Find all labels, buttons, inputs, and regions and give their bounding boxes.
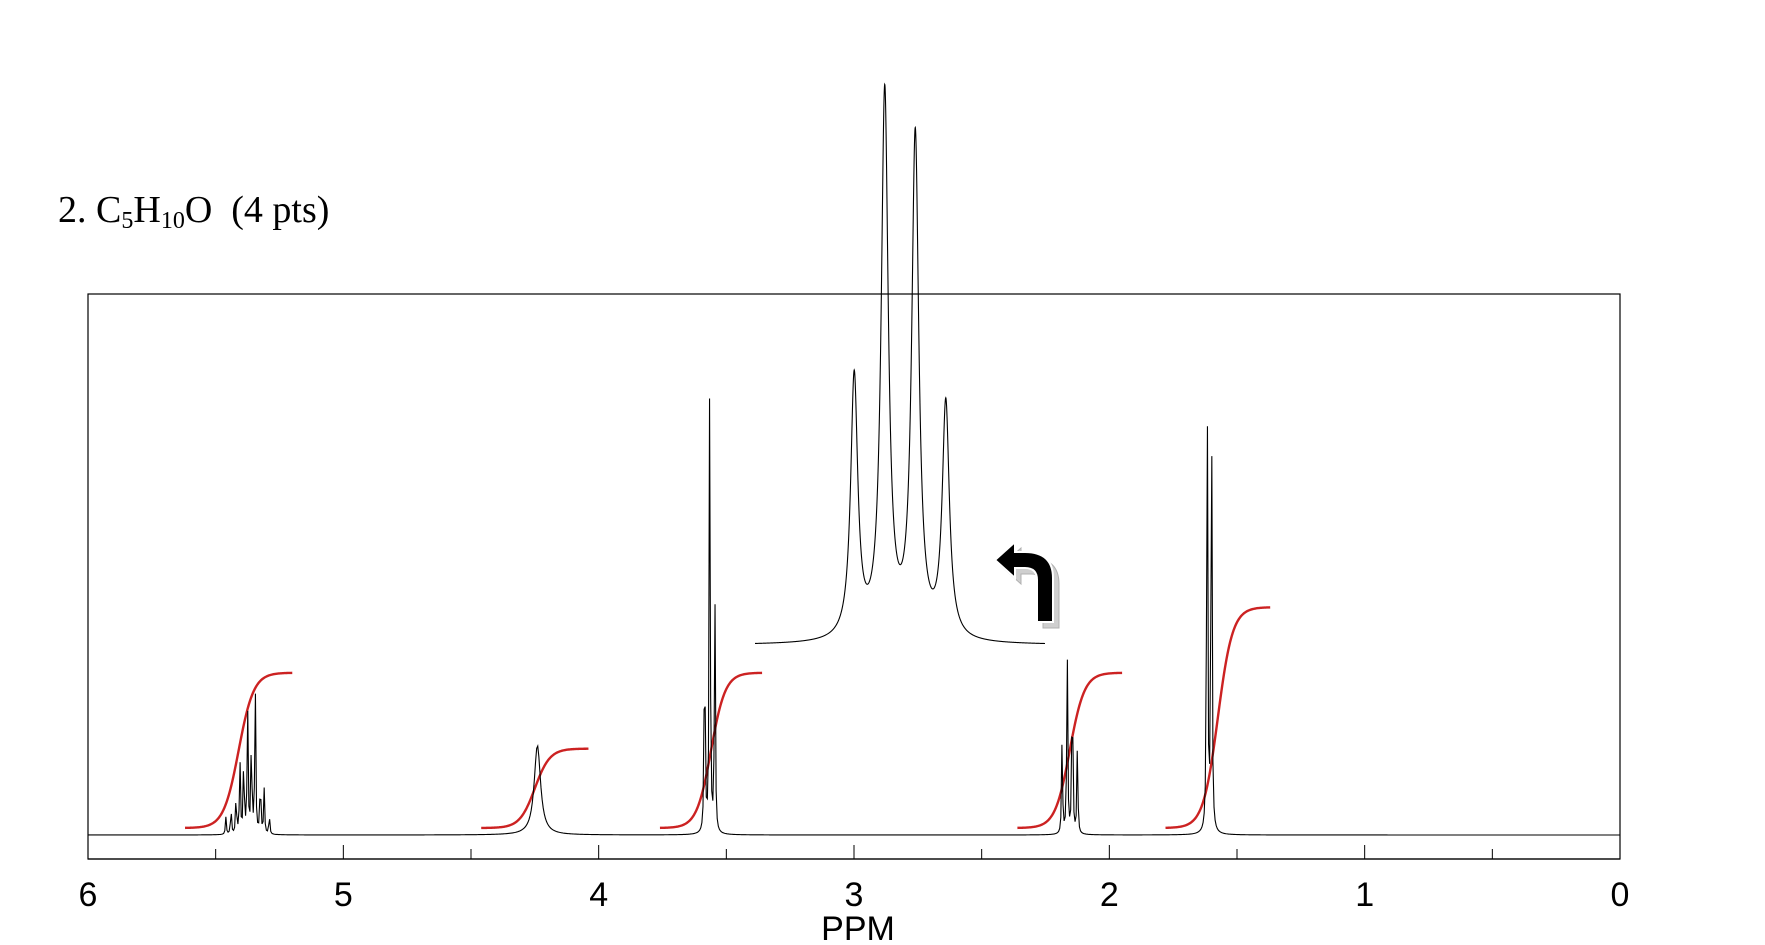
tick-label: 0 (1611, 876, 1630, 914)
integral-curve (185, 671, 293, 830)
tick-label: 2 (1100, 876, 1119, 914)
integral-curve (1017, 671, 1123, 830)
integral-curve (1165, 606, 1271, 830)
formula-o: O (184, 189, 213, 231)
tick-label: 6 (79, 876, 98, 914)
tick-label: 1 (1355, 876, 1374, 914)
tick-label: 3 (845, 876, 864, 914)
tick-label: 5 (334, 876, 353, 914)
integral-curves (185, 606, 1271, 830)
spectrum-line (88, 398, 1620, 836)
page-title: 2. C5H10O (4 pts) (58, 188, 329, 235)
curved-return-arrow-icon (993, 539, 1060, 629)
formula-c-count: 5 (121, 208, 134, 234)
formula-h-count: 10 (160, 208, 185, 234)
spectrum-traces (88, 398, 1620, 836)
x-axis-label: PPM (821, 910, 895, 945)
formula-c: C (96, 189, 122, 231)
integral-curve (481, 747, 589, 830)
plot-frame (87, 293, 1621, 860)
problem-number: 2. (58, 189, 87, 231)
problem-points: (4 pts) (231, 189, 330, 231)
inset-expansion (755, 82, 1045, 645)
x-axis: 6 5 4 3 2 1 0 (79, 845, 1630, 914)
inset-multiplet-line (755, 82, 1045, 645)
tick-label: 4 (589, 876, 608, 914)
formula-h: H (133, 189, 161, 231)
formula: C5H10O (96, 189, 213, 234)
